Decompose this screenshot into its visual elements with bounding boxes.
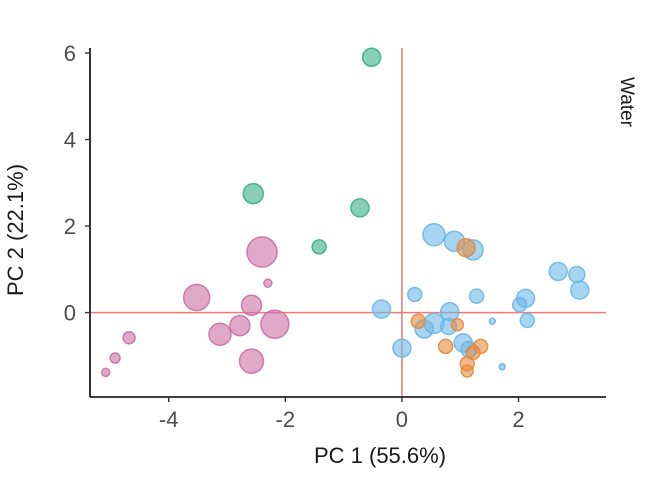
data-point-series-2-9 [511, 297, 528, 313]
data-point-series-3-2 [450, 317, 465, 332]
y-axis-title: PC 2 (22.1%) [3, 164, 28, 296]
data-point-series-2-18 [392, 338, 412, 358]
y-tick-label: 4 [64, 128, 76, 153]
data-point-series-2-12 [519, 312, 536, 329]
data-point-series-2-5 [570, 280, 590, 300]
data-point-series-1-1 [263, 278, 273, 288]
data-point-series-0-0 [361, 47, 382, 68]
data-point-series-1-8 [122, 330, 136, 345]
data-point-series-1-6 [208, 322, 232, 347]
data-point-series-3-0 [456, 237, 476, 258]
data-point-series-2-4 [568, 265, 586, 284]
data-point-series-0-1 [242, 182, 265, 205]
axes [89, 48, 606, 398]
data-point-series-2-8 [468, 288, 485, 304]
data-point-series-3-5 [437, 338, 454, 355]
data-point-series-1-5 [260, 309, 290, 340]
data-point-series-0-2 [350, 198, 370, 218]
x-tick-label: 2 [512, 407, 524, 432]
data-point-series-1-10 [100, 367, 111, 378]
data-point-series-0-3 [311, 239, 327, 255]
x-axis-title: PC 1 (55.6%) [314, 443, 446, 468]
y-tick-label: 2 [64, 214, 76, 239]
data-point-series-2-0 [422, 222, 446, 247]
data-point-series-2-7 [407, 286, 423, 303]
data-point-series-3-7 [460, 364, 474, 378]
data-point-series-1-7 [238, 348, 265, 374]
data-point-series-2-10 [371, 299, 392, 319]
data-point-series-2-20 [498, 362, 506, 371]
y-tick-label: 6 [64, 41, 76, 66]
data-point-series-2-19 [488, 317, 497, 326]
x-tick-label: 0 [396, 407, 408, 432]
x-tick-label: -2 [276, 407, 296, 432]
data-point-series-1-4 [229, 314, 251, 337]
data-point-series-3-1 [410, 313, 427, 330]
facet-strip-label: Water [616, 77, 637, 128]
data-points [100, 47, 590, 378]
data-point-series-1-0 [246, 236, 278, 268]
reference-lines [90, 48, 606, 397]
data-point-series-2-3 [548, 261, 568, 282]
x-tick-label: -4 [159, 407, 179, 432]
data-point-series-1-3 [240, 294, 263, 317]
data-point-series-1-2 [182, 283, 211, 312]
data-point-series-1-9 [109, 352, 121, 364]
ticks: -4 -2 0 2 0 2 4 6 [64, 41, 525, 432]
y-tick-label: 0 [64, 301, 76, 326]
